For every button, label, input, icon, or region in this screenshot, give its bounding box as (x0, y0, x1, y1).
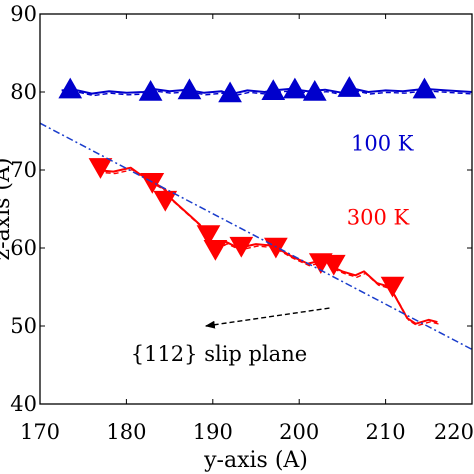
series-layer (39, 76, 474, 351)
data-point (321, 254, 346, 276)
x-tick-labels: 170 180 190 200 210 220 (20, 420, 474, 444)
data-point (380, 276, 405, 298)
plot-frame (39, 13, 473, 405)
y-tick-label: 40 (10, 392, 37, 416)
data-point (302, 79, 327, 101)
y-axis-title: z-axis (A) (0, 158, 15, 261)
slip-plane-line (39, 122, 473, 351)
y-tick-label: 50 (10, 314, 37, 338)
x-tick-label: 200 (279, 420, 319, 444)
x-tick-label: 210 (366, 420, 406, 444)
data-point (177, 78, 202, 100)
y-tick-labels: 40 50 60 70 80 90 (10, 2, 37, 416)
data-point (261, 79, 286, 100)
series-2 (39, 122, 473, 351)
y-tick-label: 70 (10, 158, 37, 182)
series-line (96, 166, 438, 325)
data-point (140, 172, 165, 194)
annotation-arrow (204, 307, 330, 329)
annotation-label: 300 K (347, 206, 410, 230)
data-point (88, 158, 113, 179)
data-point (218, 81, 242, 103)
x-tick-label: 180 (106, 420, 146, 444)
data-point (138, 79, 163, 101)
series-line-dashed (97, 168, 440, 327)
data-point (337, 76, 362, 97)
data-point (229, 236, 254, 258)
data-point (58, 77, 83, 99)
x-tick-label: 190 (193, 420, 233, 444)
series-line-dashed (63, 89, 474, 98)
series-line (61, 87, 473, 96)
y-tick-label: 80 (10, 80, 37, 104)
data-point (203, 240, 228, 261)
series-1 (88, 158, 440, 327)
annotation-label: 100 K (351, 132, 414, 156)
annotation-layer: 100 K 300 K {112} slip plane (131, 132, 414, 367)
data-point (196, 225, 221, 246)
data-point (283, 77, 307, 99)
x-axis-title: y-axis (A) (203, 448, 308, 473)
annotation-label: {112} slip plane (131, 342, 307, 366)
y-tick-label: 90 (10, 2, 37, 26)
data-point (264, 237, 288, 259)
series-0 (58, 76, 474, 103)
data-point (153, 190, 178, 212)
data-point (412, 77, 437, 99)
x-tick-label: 220 (434, 420, 474, 444)
x-tick-label: 170 (20, 420, 60, 444)
y-tick-label: 60 (10, 236, 37, 260)
